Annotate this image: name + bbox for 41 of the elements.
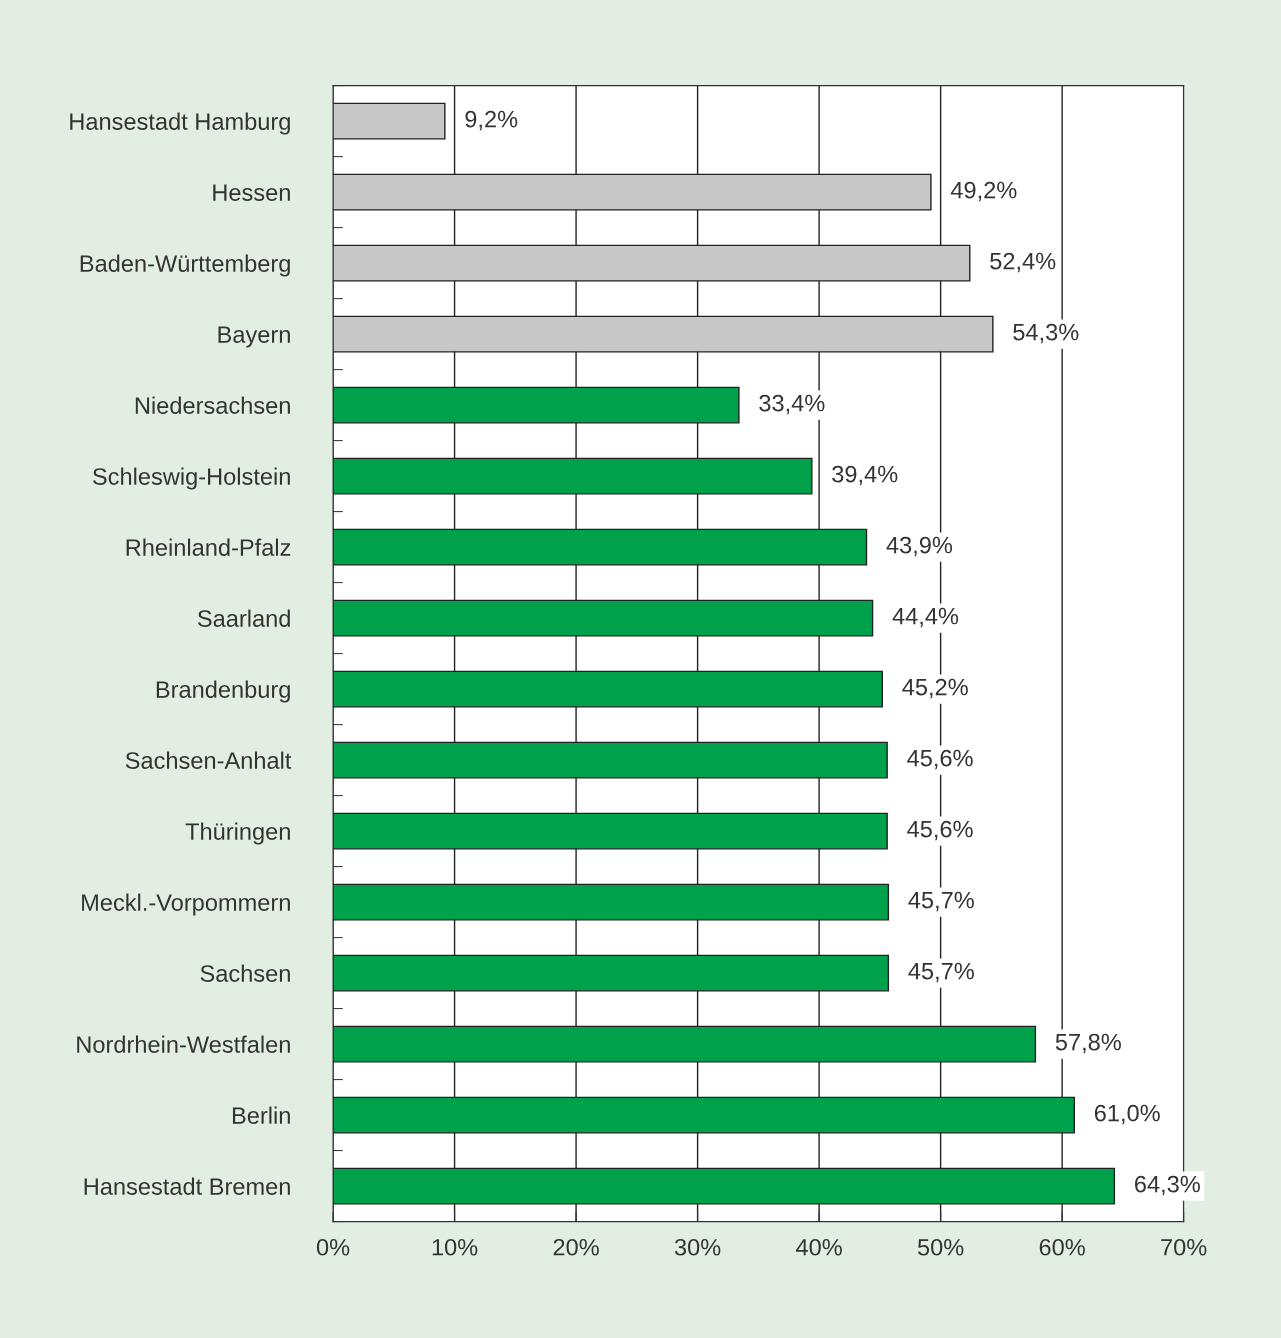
y-tick-label: Brandenburg [156, 680, 290, 703]
y-tick-label: Schleswig-Holstein [93, 467, 290, 490]
data-label: 61,0% [1094, 1104, 1160, 1125]
y-tick-label: Berlin [232, 1106, 290, 1124]
y-tick-label: Saarland [197, 609, 290, 627]
y-tick-label: Hansestadt Hamburg [70, 112, 290, 135]
y-tick-label: Niedersachsen [135, 396, 290, 414]
data-label: 44,4% [892, 607, 959, 628]
data-label: 43,9% [886, 536, 953, 557]
x-tick-label: 20% [553, 1238, 599, 1256]
y-tick-label: Sachsen-Anhalt [125, 751, 292, 769]
y-tick-label: Meckl.-Vorpommern [82, 893, 290, 916]
data-label: 45,7% [908, 891, 974, 912]
y-tick-label: Baden-Württemberg [80, 254, 290, 277]
data-label: 45,2% [902, 678, 968, 699]
data-label: 49,2% [950, 181, 1017, 202]
data-label: 54,3% [1013, 323, 1079, 344]
x-tick-label: 30% [674, 1238, 721, 1256]
x-tick-label: 50% [917, 1238, 964, 1256]
y-tick-label: Hessen [213, 184, 290, 201]
x-tick-label: 10% [432, 1238, 478, 1256]
data-label: 45,7% [908, 962, 974, 983]
data-label: 39,4% [832, 465, 898, 486]
y-tick-label: Bayern [218, 326, 290, 348]
data-label: 9,2% [465, 110, 518, 131]
data-label: 33,4% [759, 394, 825, 415]
bar [333, 102, 446, 140]
x-tick-label: 40% [796, 1238, 842, 1256]
data-label: 45,6% [907, 749, 973, 770]
y-tick-label: Rheinland-Pfalz [126, 538, 291, 556]
data-label: 64,3% [1135, 1175, 1200, 1196]
data-label: 45,6% [907, 820, 973, 841]
y-tick-label: Sachsen [200, 964, 290, 982]
y-tick-label: Nordrhein-Westfalen [77, 1035, 290, 1053]
y-tick-label: Hansestadt Bremen [84, 1177, 290, 1195]
x-tick-label: 60% [1039, 1238, 1085, 1256]
y-tick-label: Thüringen [185, 822, 290, 845]
data-label: 57,8% [1055, 1033, 1121, 1054]
data-label: 52,4% [990, 252, 1056, 273]
x-tick-label: 70% [1161, 1238, 1207, 1256]
x-tick-label: 0% [316, 1238, 350, 1256]
